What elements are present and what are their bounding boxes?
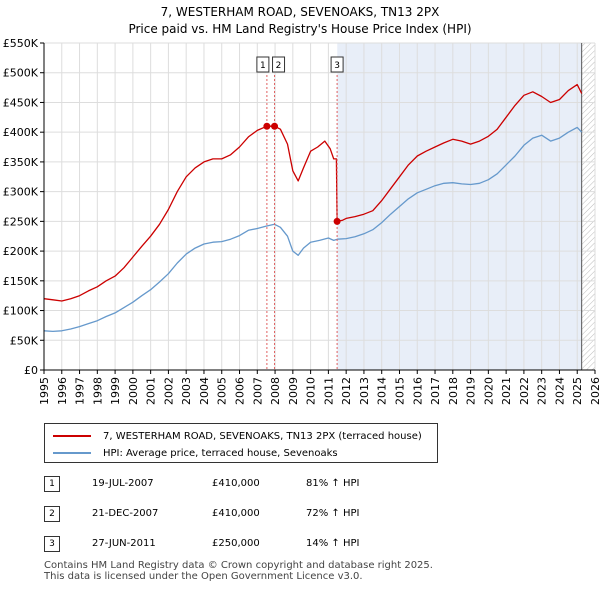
transaction-number: 3 [44, 536, 60, 552]
x-tick-label: 2020 [482, 377, 495, 405]
y-tick-label: £400K [3, 126, 39, 139]
y-tick-label: £150K [3, 275, 39, 288]
x-tick-label: 2013 [358, 377, 371, 405]
transaction-date: 19-JUL-2007 [92, 478, 154, 489]
transaction-hpi-change: 72% ↑ HPI [306, 508, 360, 519]
table-row: 2 21-DEC-2007 £410,000 72% ↑ HPI [44, 506, 444, 524]
y-tick-label: £50K [10, 334, 39, 347]
shaded-period [337, 43, 582, 370]
transaction-hpi-change: 81% ↑ HPI [306, 478, 360, 489]
transaction-date: 27-JUN-2011 [92, 538, 156, 549]
x-tick-label: 2002 [162, 377, 175, 405]
table-row: 3 27-JUN-2011 £250,000 14% ↑ HPI [44, 536, 444, 554]
x-tick-label: 2021 [500, 377, 513, 405]
x-tick-label: 2022 [518, 377, 531, 405]
sale-marker-box [256, 56, 270, 73]
y-tick-label: £500K [3, 67, 39, 80]
chart-title: 7, WESTERHAM ROAD, SEVENOAKS, TN13 2PX [161, 5, 440, 19]
sale-point [333, 217, 341, 225]
transaction-number: 1 [44, 476, 60, 492]
hpi-line [43, 126, 583, 333]
y-tick-label: £550K [3, 37, 39, 50]
transaction-price: £250,000 [212, 538, 260, 549]
legend-item-property: 7, WESTERHAM ROAD, SEVENOAKS, TN13 2PX (… [53, 428, 422, 444]
y-tick-label: £0 [24, 364, 38, 377]
x-tick-label: 2004 [198, 377, 211, 405]
x-tick-label: 2017 [429, 377, 442, 405]
x-tick-label: 2015 [393, 377, 406, 405]
y-tick-label: £200K [3, 245, 39, 258]
sale-marker-label: 1 [260, 61, 266, 71]
x-tick-label: 2018 [447, 377, 460, 405]
forecast-hatch [581, 43, 595, 370]
legend-swatch-hpi [53, 452, 91, 454]
legend-label-property: 7, WESTERHAM ROAD, SEVENOAKS, TN13 2PX (… [103, 430, 422, 442]
sale-point [263, 122, 271, 130]
chart-subtitle: Price paid vs. HM Land Registry's House … [128, 22, 471, 36]
x-tick-label: 2025 [571, 377, 584, 405]
property-price-line [43, 83, 583, 302]
x-tick-label: 1996 [56, 377, 69, 405]
x-tick-label: 2000 [127, 377, 140, 405]
transaction-hpi-change: 14% ↑ HPI [306, 538, 360, 549]
x-tick-label: 2019 [465, 377, 478, 405]
sale-point [271, 122, 279, 130]
footer-licence: This data is licensed under the Open Gov… [44, 571, 363, 582]
x-tick-label: 2005 [216, 377, 229, 405]
transaction-price: £410,000 [212, 478, 260, 489]
sale-marker-box [272, 56, 286, 73]
x-tick-label: 2001 [145, 377, 158, 405]
transaction-price: £410,000 [212, 508, 260, 519]
x-tick-label: 2011 [322, 377, 335, 405]
sale-marker-label: 3 [334, 61, 340, 71]
x-tick-label: 2012 [340, 377, 353, 405]
transaction-date: 21-DEC-2007 [92, 508, 159, 519]
y-tick-label: £350K [3, 156, 39, 169]
x-tick-label: 2007 [251, 377, 264, 405]
x-tick-label: 1995 [38, 377, 51, 405]
footer-copyright: Contains HM Land Registry data © Crown c… [44, 560, 433, 571]
x-tick-label: 2006 [234, 377, 247, 405]
footer-notice: Contains HM Land Registry data © Crown c… [44, 560, 433, 582]
legend-swatch-property [53, 435, 91, 437]
x-tick-label: 1999 [109, 377, 122, 405]
sale-marker-box [330, 56, 344, 73]
x-tick-label: 1997 [74, 377, 87, 405]
x-tick-label: 2016 [411, 377, 424, 405]
legend-item-hpi: HPI: Average price, terraced house, Seve… [53, 445, 338, 461]
y-tick-label: £300K [3, 186, 39, 199]
x-tick-label: 1998 [91, 377, 104, 405]
chart-legend: 7, WESTERHAM ROAD, SEVENOAKS, TN13 2PX (… [44, 423, 438, 463]
x-tick-label: 2003 [180, 377, 193, 405]
sale-marker-label: 2 [276, 61, 282, 71]
legend-label-hpi: HPI: Average price, terraced house, Seve… [103, 447, 338, 459]
table-row: 1 19-JUL-2007 £410,000 81% ↑ HPI [44, 476, 444, 494]
x-tick-label: 2014 [376, 377, 389, 405]
transaction-number: 2 [44, 506, 60, 522]
y-tick-label: £250K [3, 215, 39, 228]
x-tick-label: 2010 [305, 377, 318, 405]
x-tick-label: 2024 [553, 377, 566, 405]
price-chart: 7, WESTERHAM ROAD, SEVENOAKS, TN13 2PX P… [3, 5, 600, 405]
x-tick-label: 2008 [269, 377, 282, 405]
x-tick-label: 2009 [287, 377, 300, 405]
x-tick-label: 2026 [589, 377, 600, 405]
y-tick-label: £450K [3, 96, 39, 109]
x-tick-label: 2023 [536, 377, 549, 405]
y-tick-label: £100K [3, 305, 39, 318]
